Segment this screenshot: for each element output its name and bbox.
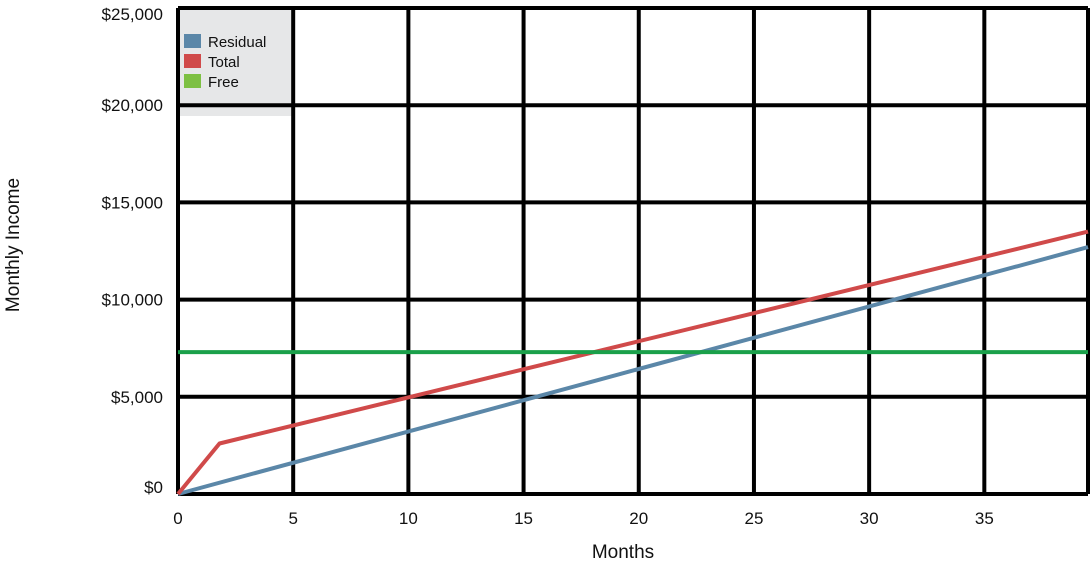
y-axis-label: Monthly Income [3, 178, 24, 312]
legend-swatch-free [184, 74, 201, 88]
x-tick-label: 20 [629, 509, 648, 528]
tick-labels: 0 5 10 15 20 25 30 35 $0 $5,000 $10,000 $15,000 $20,… [102, 5, 994, 528]
series-line-residual [177, 245, 1089, 496]
y-tick-label: $25,000 [102, 5, 163, 24]
grid [176, 6, 1090, 496]
legend-label-total: Total [208, 54, 240, 71]
y-tick-label: $10,000 [102, 291, 163, 310]
y-tick-label: $5,000 [111, 388, 163, 407]
x-tick-label: 35 [975, 509, 994, 528]
x-tick-label: 0 [173, 509, 182, 528]
series-line-total [176, 229, 1089, 496]
y-tick-label: $0 [144, 478, 163, 497]
x-axis-label: Months [592, 542, 654, 563]
x-tick-label: 10 [399, 509, 418, 528]
y-tick-label: $20,000 [102, 96, 163, 115]
x-tick-label: 5 [288, 509, 297, 528]
y-tick-label: $15,000 [102, 193, 163, 212]
legend-swatch-total [184, 54, 201, 68]
legend-label-residual: Residual [208, 34, 266, 51]
legend-label-free: Free [208, 74, 239, 91]
series-layer [176, 229, 1089, 496]
legend: Residual Total Free [184, 34, 266, 91]
legend-swatch-residual [184, 34, 201, 48]
x-tick-label: 25 [744, 509, 763, 528]
x-tick-label: 30 [860, 509, 879, 528]
x-tick-label: 15 [514, 509, 533, 528]
